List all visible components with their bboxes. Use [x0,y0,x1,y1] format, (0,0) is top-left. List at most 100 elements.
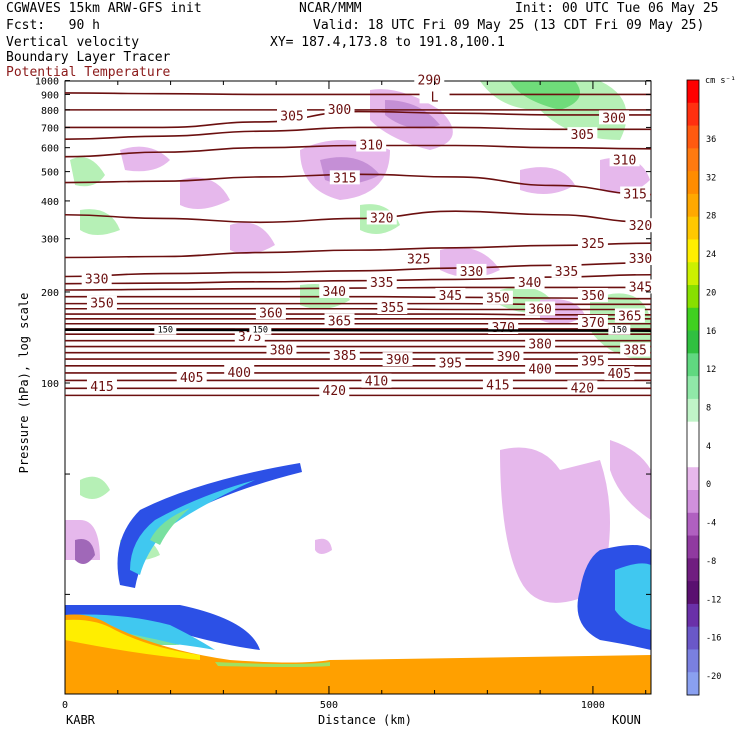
theta-label-bg [403,251,434,266]
colorbar-label: -20 [706,672,721,682]
theta-label: 380 [528,338,551,353]
colorbar-swatch [687,353,699,377]
theta-label-bg [81,271,112,286]
tropopause-label: 150 [158,326,173,336]
theta-label: 390 [497,350,520,365]
theta-label: 415 [90,380,113,395]
colorbar-label: 32 [706,173,716,183]
forecast-hour: Fcst: 90 h [6,18,100,33]
theta-label: 335 [555,265,578,280]
cross-section-endpoints: XY= 187.4,173.8 to 191.8,100.1 [270,35,505,50]
colorbar-swatch [687,672,699,696]
colorbar-swatch [687,330,699,354]
y-tick-label: 1000 [35,77,59,88]
colorbar-swatch [687,626,699,650]
colorbar-unit: cm s⁻¹ [705,76,736,86]
theta-label: 315 [333,171,356,186]
theta-label: 355 [381,301,404,316]
theta-label-bg [625,279,656,294]
colorbar-swatch [687,262,699,286]
theta-label-bg [567,127,598,142]
theta-label-bg [456,263,487,278]
theta-contour-345 [65,295,651,300]
theta-label: 310 [359,138,382,153]
theta-label: 350 [581,289,604,304]
theta-label: 345 [439,289,462,304]
colorbar [686,79,700,696]
theta-label: 305 [280,110,303,125]
theta-label: 390 [386,353,409,368]
y-tick-label: 400 [41,197,59,208]
y-tick-label: 100 [41,379,59,390]
init-time: Init: 00 UTC Tue 06 May 25 [515,1,719,16]
theta-label-bg [514,275,545,290]
theta-label-bg [176,369,207,384]
theta-label-bg [356,137,387,152]
theta-label: 405 [608,367,631,382]
theta-contour-360 [65,313,651,316]
theta-label: 325 [407,253,430,268]
x-axis-ticks: 0 500 1000 [62,81,647,711]
theta-label-bg [361,373,392,388]
theta-label: 395 [439,357,462,372]
theta-label-bg [577,353,608,368]
x-tick-label: 0 [62,700,68,711]
colorbar-swatch [687,581,699,605]
theta-label-bg [435,287,466,302]
y-tick-label: 800 [41,106,59,117]
colorbar-label: 24 [706,250,716,260]
theta-label-bg [435,355,466,370]
theta-label-bg [414,72,445,87]
x-tick-label: 1000 [581,700,605,711]
colorbar-swatch [687,490,699,514]
theta-label: 315 [623,188,646,203]
colorbar-swatch [687,216,699,240]
tropopause-label-bg [154,324,177,335]
theta-label: 300 [328,103,351,118]
theta-label-bg [577,287,608,302]
theta-label-bg [493,348,524,363]
y-tick-label: 300 [41,235,59,246]
theta-label-bg [324,101,355,116]
colorbar-swatch [687,467,699,491]
model-title: CGWAVES 15km ARW-GFS init [6,1,202,16]
theta-label: 415 [486,379,509,394]
theta-label: 365 [328,314,351,329]
colorbar-swatch [687,102,699,127]
theta-label-bg [525,361,556,376]
theta-contour-340 [65,286,651,291]
y-tick-label: 600 [41,144,59,155]
colorbar-label: -4 [706,519,716,529]
theta-label-bg [319,383,350,398]
colorbar-swatch [687,125,699,149]
theta-label-bg [377,300,408,315]
theta-label-bg [366,275,397,290]
theta-label: 330 [85,272,108,287]
y-tick-label: 200 [41,288,59,299]
theta-label-bg [614,308,645,323]
y-tick-label: 900 [41,90,59,101]
theta-label-bg [224,364,255,379]
valid-time: Valid: 18 UTC Fri 09 May 25 (13 CDT Fri … [313,18,705,33]
colorbar-label: -8 [706,557,716,567]
colorbar-swatch [687,307,699,332]
field-vertical-velocity: Vertical velocity [6,35,140,50]
colorbar-swatch [687,376,699,400]
theta-label: 330 [629,252,652,267]
theta-label: L [431,90,439,105]
theta-label: 340 [323,285,346,300]
colorbar-swatch [687,444,699,468]
colorbar-swatch [687,512,699,537]
theta-contour-320 [65,210,651,224]
theta-label-bg [86,295,117,310]
theta-label-bg [329,347,360,362]
theta-label-bg [604,366,635,381]
theta-label-bg [86,379,117,394]
colorbar-swatch [687,558,699,582]
theta-label: 400 [227,366,250,381]
theta-contour-290 [65,92,651,96]
theta-label-bg [366,210,397,225]
theta-label-bg [329,170,360,185]
x-axis-title: Distance (km) [318,713,412,727]
colorbar-swatch [687,398,699,423]
